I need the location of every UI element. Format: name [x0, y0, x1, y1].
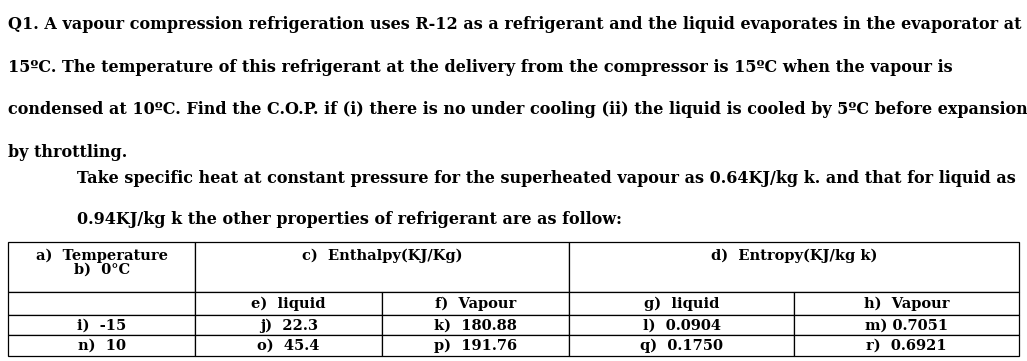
Bar [569, 335, 794, 356]
Bar [8, 335, 195, 356]
Bar [382, 335, 569, 356]
Bar [195, 292, 382, 315]
Text: e)  liquid: e) liquid [252, 296, 326, 311]
Text: p)  191.76: p) 191.76 [434, 338, 518, 353]
Text: condensed at 10ºC. Find the C.O.P. if (i) there is no under cooling (ii) the liq: condensed at 10ºC. Find the C.O.P. if (i… [8, 101, 1027, 118]
Text: h)  Vapour: h) Vapour [864, 296, 949, 311]
Text: o)  45.4: o) 45.4 [258, 339, 319, 353]
Text: Take specific heat at constant pressure for the superheated vapour as 0.64KJ/kg : Take specific heat at constant pressure … [77, 170, 1016, 187]
Bar [569, 292, 794, 315]
Bar [8, 242, 195, 292]
Bar [794, 292, 1019, 315]
Text: 15ºC. The temperature of this refrigerant at the delivery from the compressor is: 15ºC. The temperature of this refrigeran… [8, 59, 953, 76]
Text: c)  Enthalpy(KJ/Kg): c) Enthalpy(KJ/Kg) [302, 249, 462, 263]
Text: a)  Temperature: a) Temperature [36, 249, 167, 263]
Bar [8, 292, 195, 315]
Bar [569, 242, 1019, 292]
Bar [382, 292, 569, 315]
Bar [569, 315, 794, 335]
Text: 0.94KJ/kg k the other properties of refrigerant are as follow:: 0.94KJ/kg k the other properties of refr… [77, 211, 622, 228]
Bar [195, 315, 382, 335]
Text: i)  -15: i) -15 [77, 318, 126, 332]
Text: q)  0.1750: q) 0.1750 [640, 338, 723, 353]
Bar [794, 315, 1019, 335]
Text: k)  180.88: k) 180.88 [434, 318, 517, 332]
Text: n)  10: n) 10 [78, 339, 125, 353]
Bar [195, 335, 382, 356]
Bar [794, 335, 1019, 356]
Text: d)  Entropy(KJ/kg k): d) Entropy(KJ/kg k) [711, 249, 877, 263]
Text: b)  0°C: b) 0°C [74, 262, 129, 277]
Text: g)  liquid: g) liquid [644, 296, 719, 311]
Text: m) 0.7051: m) 0.7051 [865, 318, 948, 332]
Text: by throttling.: by throttling. [8, 144, 127, 161]
Text: f)  Vapour: f) Vapour [435, 296, 517, 311]
Text: r)  0.6921: r) 0.6921 [866, 339, 947, 353]
Bar [195, 242, 569, 292]
Text: Q1. A vapour compression refrigeration uses R-12 as a refrigerant and the liquid: Q1. A vapour compression refrigeration u… [8, 16, 1027, 33]
Text: j)  22.3: j) 22.3 [260, 318, 317, 332]
Text: l)  0.0904: l) 0.0904 [643, 318, 721, 332]
Bar [8, 315, 195, 335]
Bar [382, 315, 569, 335]
